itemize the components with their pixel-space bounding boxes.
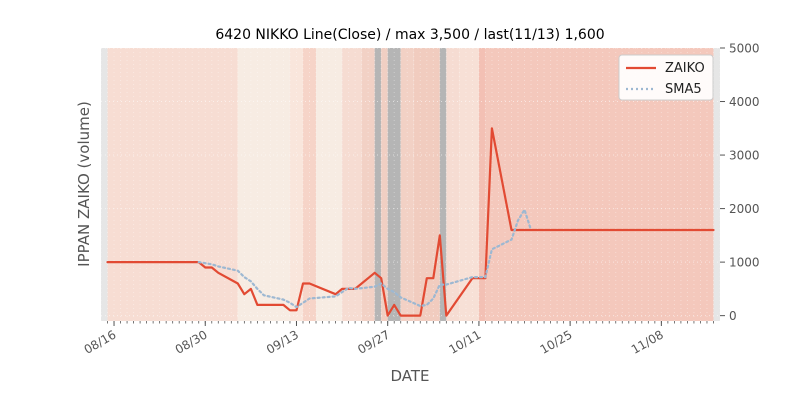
background-band <box>713 48 720 321</box>
y-tick-label: 4000 <box>729 95 760 109</box>
background-band <box>439 48 447 321</box>
x-tick-label: 09/13 <box>264 327 301 356</box>
background-band <box>316 48 343 321</box>
background-band <box>413 48 440 321</box>
y-tick-label: 5000 <box>729 42 760 56</box>
y-tick-label: 0 <box>729 309 737 323</box>
background-band <box>101 48 108 321</box>
background-band <box>374 48 382 321</box>
background-band <box>478 48 486 321</box>
x-tick-label: 10/11 <box>446 327 483 356</box>
background-band <box>342 48 362 321</box>
y-axis-title: IPPAN ZAIKO (volume) <box>75 101 93 267</box>
background-band <box>400 48 414 321</box>
legend: ZAIKO SMA5 <box>618 54 714 101</box>
y-axis: 0 1000 2000 3000 4000 5000 <box>720 42 760 323</box>
y-tick-label: 1000 <box>729 256 760 270</box>
y-tick-label: 3000 <box>729 149 760 163</box>
x-tick-label: 08/30 <box>173 327 210 356</box>
x-tick-label: 09/27 <box>355 327 392 356</box>
legend-label-sma5: SMA5 <box>665 82 702 97</box>
background-band <box>387 48 401 321</box>
x-tick-label: 08/16 <box>82 327 119 356</box>
chart-title: 6420 NIKKO Line(Close) / max 3,500 / las… <box>215 27 604 43</box>
background-band <box>289 48 303 321</box>
background-band <box>361 48 375 321</box>
legend-label-zaiko: ZAIKO <box>665 61 705 76</box>
background-band <box>459 48 479 321</box>
x-axis: 08/16 08/30 09/13 09/27 10/11 10/25 11/08 <box>82 321 714 357</box>
background-band <box>381 48 388 321</box>
series-line-sma5 <box>197 208 533 309</box>
x-tick-label: 10/25 <box>538 327 575 356</box>
gridlines <box>100 47 721 321</box>
background-bands <box>101 48 720 321</box>
series-layer <box>106 127 715 317</box>
x-axis-title: DATE <box>390 367 429 385</box>
x-tick-label: 11/08 <box>629 327 666 356</box>
background-band <box>302 48 317 321</box>
series-line-zaiko <box>106 127 715 317</box>
background-band <box>237 48 290 321</box>
background-band <box>446 48 460 321</box>
background-band <box>107 48 238 321</box>
y-tick-label: 2000 <box>729 202 760 216</box>
